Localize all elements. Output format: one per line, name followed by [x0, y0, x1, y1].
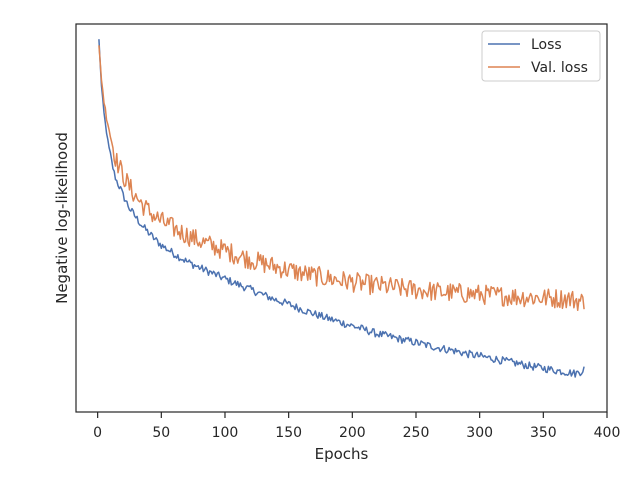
y-axis-title: Negative log-likelihood	[53, 132, 71, 304]
series-line-loss	[98, 39, 585, 378]
legend: Loss Val. loss	[481, 30, 601, 82]
x-tick-label: 350	[530, 425, 557, 441]
legend-label-val-loss: Val. loss	[531, 60, 588, 76]
plot-frame	[75, 23, 608, 413]
plot-area	[76, 24, 607, 412]
x-tick-label: 400	[594, 425, 621, 441]
x-axis-title: Epochs	[315, 445, 369, 463]
axes-layer: 0 50 100 150 200 250 300 350 400	[75, 23, 621, 441]
x-tick-label: 0	[93, 425, 102, 441]
x-tick-label: 150	[275, 425, 302, 441]
x-tick-label: 300	[466, 425, 493, 441]
series-layer	[98, 39, 585, 378]
series-line-val-loss	[98, 45, 585, 312]
x-tick-label: 250	[403, 425, 430, 441]
x-tick-label: 100	[212, 425, 239, 441]
x-tick-label: 200	[339, 425, 366, 441]
x-tick-label: 50	[152, 425, 170, 441]
legend-label-loss: Loss	[531, 37, 562, 53]
